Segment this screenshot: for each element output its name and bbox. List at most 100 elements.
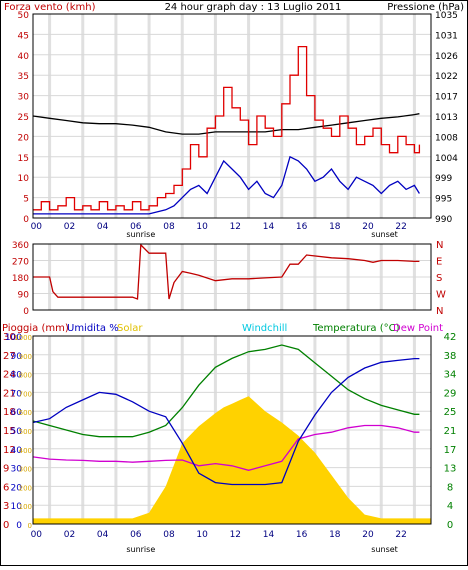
wind-y-tick: 35 [18,72,29,82]
rain-y-tick: 0 [3,520,9,531]
pressure-y-tick: 1022 [435,72,458,82]
rain-y-tick: 21 [3,388,16,399]
temperature-y-tick: 21 [444,426,457,437]
solar-y-tick: 200 [19,484,32,492]
pressure-y-tick: 1008 [435,133,458,143]
solar-y-tick: 700 [19,390,32,398]
sunset-label: sunset [371,230,398,239]
sunrise-label: sunrise [126,545,155,554]
wind-pressure-chart: 0510152025303540455099099599910041008101… [18,11,459,239]
direction-y-tick: 360 [12,241,29,251]
wind-y-tick: 15 [18,154,29,164]
sunset-label: sunset [371,545,398,554]
solar-y-tick: 0 [28,522,32,530]
sunrise-label: sunrise [126,230,155,239]
rain-y-tick: 24 [3,370,16,381]
humidity-y-tick: 50 [11,427,23,437]
x-tick-label: 00 [31,222,43,232]
wind-y-tick: 25 [18,113,29,123]
x-tick-label: 04 [97,222,109,232]
humidity-temperature-chart: 0369121518212427300102030405060708090100… [3,332,456,554]
x-tick-label: 18 [329,530,341,540]
wind-axis-title: Forza vento (kmh) [4,2,96,13]
solar-y-tick: 1000 [14,334,32,342]
wind-gust-line [33,155,420,215]
solar-y-tick: 300 [19,466,32,474]
pressure-y-tick: 1031 [435,31,458,41]
pressure-y-tick: 1026 [435,52,458,62]
rain-y-tick: 18 [3,407,16,418]
wind-y-tick: 10 [18,174,30,184]
compass-label: W [436,290,446,301]
plot-frame [32,243,432,311]
x-tick-label: 12 [230,530,241,540]
wind-y-tick: 30 [18,93,30,103]
humidity-y-tick: 0 [16,521,22,531]
plot-frame [32,335,432,525]
humidity-y-tick: 30 [11,465,23,475]
temperature-y-tick: 38 [444,351,457,362]
direction-y-tick: 180 [12,274,29,284]
rain-y-tick: 6 [3,482,9,493]
humidity-y-tick: 10 [11,502,23,512]
wind-y-tick: 50 [18,11,30,21]
temperature-y-tick: 0 [447,520,453,531]
x-tick-label: 06 [130,530,142,540]
compass-label: S [436,273,442,284]
compass-label: N [436,240,443,251]
humidity-axis-title: Umidita % [67,323,119,334]
x-tick-label: 16 [296,222,308,232]
humidity-y-tick: 70 [11,389,23,399]
windchill-legend: Windchill [242,323,287,334]
humidity-y-tick: 90 [11,352,23,362]
solar-y-tick: 900 [19,353,32,361]
pressure-axis-title: Pressione (hPa) [387,2,464,13]
x-tick-label: 04 [97,530,109,540]
temperature-y-tick: 42 [444,332,457,343]
solar-area [33,396,431,524]
solar-y-tick: 100 [19,503,32,511]
wind-y-tick: 40 [18,52,30,62]
direction-y-tick: 90 [18,291,30,301]
x-tick-label: 18 [329,222,341,232]
direction-y-tick: 270 [12,258,29,268]
pressure-y-tick: 990 [435,215,452,225]
rain-y-tick: 27 [3,351,16,362]
temperature-y-tick: 29 [444,388,457,399]
wind-y-tick: 5 [23,195,29,205]
rain-y-tick: 30 [3,332,16,343]
rain-y-tick: 12 [3,445,16,456]
rain-axis-title: Pioggia (mm) [2,323,69,334]
x-tick-label: 20 [362,222,374,232]
humidity-y-tick: 100 [5,333,22,343]
dewpoint-line [32,424,420,471]
x-tick-label: 22 [395,530,406,540]
x-tick-label: 02 [64,530,75,540]
compass-label: E [436,257,442,268]
rain-y-tick: 9 [3,464,9,475]
x-tick-label: 00 [31,530,43,540]
humidity-y-tick: 20 [11,483,23,493]
wind-y-tick: 45 [18,31,29,41]
humidity-y-tick: 60 [11,408,23,418]
solar-y-tick: 800 [19,372,32,380]
pressure-y-tick: 995 [435,195,452,205]
pressure-y-tick: 1004 [435,154,458,164]
rain-y-tick: 15 [3,426,16,437]
x-tick-label: 12 [230,222,241,232]
solar-axis-title: Solar [117,323,143,334]
x-tick-label: 08 [163,222,175,232]
x-tick-label: 20 [362,530,374,540]
x-tick-label: 14 [263,222,275,232]
pressure-line [32,113,420,135]
x-tick-label: 08 [163,530,175,540]
solar-y-tick: 400 [19,447,32,455]
x-tick-label: 16 [296,530,308,540]
humidity-line [32,357,420,486]
humidity-y-tick: 40 [11,446,23,456]
direction-y-tick: 0 [23,307,29,317]
pressure-y-tick: 1035 [435,11,458,21]
humidity-y-tick: 80 [11,371,23,381]
